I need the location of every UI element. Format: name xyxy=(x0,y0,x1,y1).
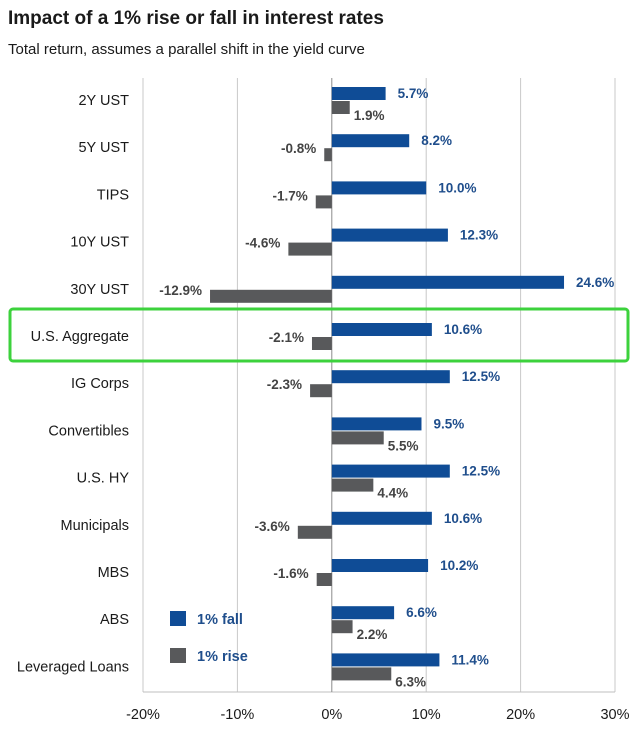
data-label-fall: 5.7% xyxy=(398,86,429,101)
data-label-fall: 8.2% xyxy=(421,133,452,148)
data-label-rise: -2.3% xyxy=(267,377,302,392)
bar-1pct-fall xyxy=(331,87,386,100)
category-label: 2Y UST xyxy=(78,93,129,109)
bar-1pct-fall xyxy=(331,606,395,620)
bar-1pct-fall xyxy=(331,370,450,384)
bar-1pct-rise xyxy=(310,384,332,398)
category-label: IG Corps xyxy=(71,376,129,392)
bar-1pct-rise xyxy=(311,337,332,350)
data-label-fall: 10.2% xyxy=(440,558,478,573)
bar-1pct-rise xyxy=(331,431,384,445)
bar-1pct-fall xyxy=(331,181,427,195)
category-label: 10Y UST xyxy=(70,235,129,251)
chart-title: Impact of a 1% rise or fall in interest … xyxy=(8,8,384,29)
data-label-rise: 1.9% xyxy=(354,108,385,123)
legend-label-rise: 1% rise xyxy=(197,649,248,665)
category-label: U.S. HY xyxy=(77,471,130,487)
category-label: Leveraged Loans xyxy=(17,659,129,675)
data-label-rise: -0.8% xyxy=(281,141,316,156)
bar-1pct-fall xyxy=(331,134,410,148)
category-label: TIPS xyxy=(97,187,129,203)
data-label-fall: 12.5% xyxy=(462,369,500,384)
data-label-rise: 4.4% xyxy=(377,486,408,501)
data-label-fall: 10.6% xyxy=(444,511,482,526)
category-label: MBS xyxy=(98,565,129,581)
bar-1pct-fall xyxy=(331,417,422,431)
highlight-box xyxy=(8,307,630,363)
data-label-fall: 10.6% xyxy=(444,322,482,337)
legend-swatch-rise xyxy=(170,648,186,663)
bar-1pct-fall xyxy=(331,464,450,478)
legend-swatch-fall xyxy=(170,611,186,626)
bar-1pct-rise xyxy=(331,101,350,114)
data-label-fall: 12.3% xyxy=(460,228,498,243)
bar-1pct-rise xyxy=(315,195,332,209)
data-label-fall: 10.0% xyxy=(438,180,476,195)
bar-1pct-fall xyxy=(331,511,432,525)
bar-1pct-rise xyxy=(316,573,332,586)
data-label-rise: -12.9% xyxy=(159,283,202,298)
category-label: U.S. Aggregate xyxy=(31,329,129,345)
bar-1pct-rise xyxy=(324,148,332,162)
data-label-rise: -4.6% xyxy=(245,236,280,251)
data-label-rise: -2.1% xyxy=(269,330,304,345)
x-tick-label: 10% xyxy=(412,707,441,723)
data-label-rise: -1.6% xyxy=(273,566,308,581)
data-label-fall: 11.4% xyxy=(451,652,489,667)
data-label-rise: 5.5% xyxy=(388,438,419,453)
x-tick-label: -20% xyxy=(126,707,160,723)
data-label-fall: 12.5% xyxy=(462,464,500,479)
x-tick-label: 30% xyxy=(600,707,629,723)
bar-1pct-fall xyxy=(331,559,429,572)
bar-1pct-rise xyxy=(210,289,332,303)
bar-1pct-fall xyxy=(331,653,440,667)
data-label-fall: 9.5% xyxy=(433,416,464,431)
bar-1pct-rise xyxy=(297,525,332,539)
data-label-fall: 6.6% xyxy=(406,605,437,620)
bar-1pct-rise xyxy=(331,667,392,681)
data-label-rise: -1.7% xyxy=(272,188,307,203)
category-label: 5Y UST xyxy=(78,140,129,156)
category-label: Convertibles xyxy=(48,423,129,439)
data-label-rise: 6.3% xyxy=(395,674,426,689)
bar-1pct-fall xyxy=(331,323,432,336)
category-label: Municipals xyxy=(61,518,130,534)
bar-1pct-fall xyxy=(331,228,448,242)
data-label-rise: -3.6% xyxy=(255,519,290,534)
bar-1pct-rise xyxy=(331,478,374,492)
data-label-fall: 24.6% xyxy=(576,275,614,290)
bar-1pct-rise xyxy=(331,620,353,634)
x-tick-label: 20% xyxy=(506,707,535,723)
bar-1pct-fall xyxy=(331,275,565,289)
x-tick-label: 0% xyxy=(321,707,342,723)
legend-label-fall: 1% fall xyxy=(197,612,243,628)
x-tick-label: -10% xyxy=(220,707,254,723)
category-label: 30Y UST xyxy=(70,282,129,298)
bar-1pct-rise xyxy=(288,242,332,256)
chart-subtitle: Total return, assumes a parallel shift i… xyxy=(8,41,365,58)
data-label-rise: 2.2% xyxy=(357,627,388,642)
category-label: ABS xyxy=(100,612,129,628)
